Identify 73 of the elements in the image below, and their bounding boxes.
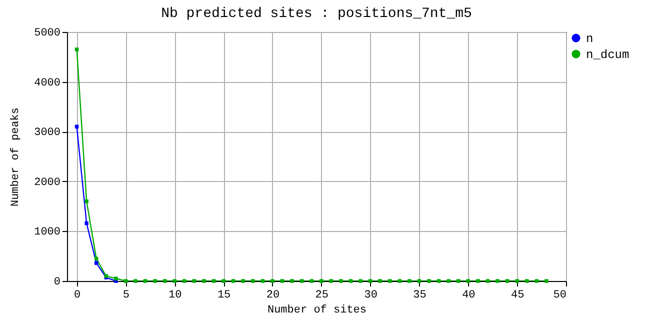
point (260, 279, 265, 283)
point (388, 279, 392, 283)
point (320, 279, 324, 283)
point (143, 279, 148, 283)
point (222, 279, 226, 283)
legend-label: n (586, 32, 594, 46)
point (94, 256, 98, 260)
point (172, 279, 176, 283)
point (94, 261, 98, 265)
point (348, 279, 353, 283)
point (231, 279, 236, 283)
y-tick-label: 3000 (34, 127, 60, 140)
point (134, 279, 138, 283)
x-tick-label: 0 (74, 290, 81, 302)
x-tick-label: 5 (122, 290, 130, 302)
x-tick-label: 15 (217, 290, 231, 302)
legend-label: n_dcum (586, 48, 630, 62)
point (524, 279, 529, 283)
point (378, 279, 382, 283)
point (192, 279, 196, 283)
point (153, 279, 157, 283)
point (74, 48, 79, 52)
point (417, 279, 422, 283)
point (162, 279, 167, 283)
point (456, 279, 460, 283)
y-tick-label: 0 (54, 276, 60, 288)
point (251, 279, 255, 283)
point (466, 279, 470, 283)
x-tick-label: 30 (364, 290, 378, 302)
point (84, 221, 88, 226)
x-tick-label: 10 (168, 290, 182, 302)
y-tick-label: 4000 (34, 77, 60, 90)
point (270, 279, 274, 283)
x-tick-label: 40 (462, 290, 476, 302)
point (310, 279, 314, 283)
point (241, 279, 245, 283)
point (486, 279, 490, 283)
point (436, 279, 441, 283)
point (544, 279, 548, 283)
point (515, 279, 519, 283)
point (300, 279, 304, 283)
point (446, 279, 450, 283)
y-axis-title: Number of peaks (10, 107, 22, 207)
point (398, 279, 402, 283)
y-tick-label: 1000 (34, 226, 60, 239)
point (84, 199, 88, 204)
y-tick-label: 2000 (34, 176, 60, 189)
chart-title: Nb predicted sites : positions_7nt_m5 (161, 6, 472, 22)
point (202, 279, 206, 283)
point (280, 279, 284, 283)
point (290, 279, 294, 283)
point (329, 279, 334, 283)
x-tick-label: 35 (413, 290, 426, 302)
x-axis-title: Number of sites (267, 304, 367, 316)
x-tick-label: 50 (553, 290, 566, 302)
x-tick-label: 45 (510, 290, 524, 302)
point (534, 279, 539, 283)
y-tick-label: 5000 (34, 28, 60, 40)
point (74, 124, 79, 128)
point (358, 279, 362, 283)
point (182, 279, 186, 283)
point (114, 276, 118, 280)
point (124, 279, 128, 283)
point (339, 279, 343, 283)
point (476, 279, 480, 283)
point (368, 279, 372, 283)
point (212, 279, 216, 283)
point (496, 279, 500, 283)
point (408, 279, 412, 283)
point (427, 279, 431, 283)
point (505, 279, 510, 283)
x-tick-label: 25 (315, 290, 328, 302)
x-tick-label: 20 (266, 290, 280, 302)
